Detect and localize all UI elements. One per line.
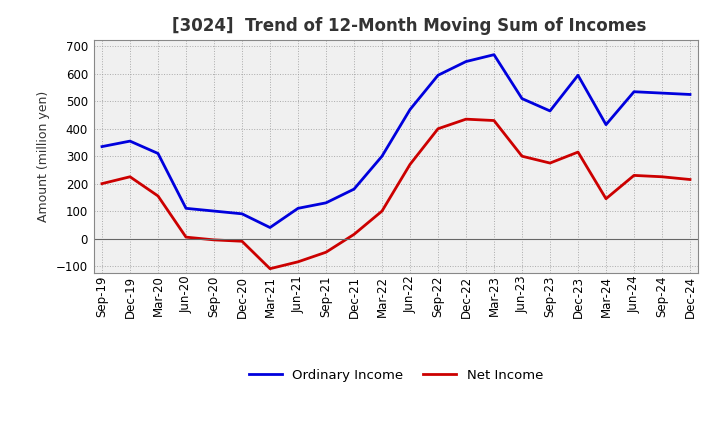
Ordinary Income xyxy=(518,96,526,101)
Net Income xyxy=(433,126,442,132)
Ordinary Income xyxy=(490,52,498,57)
Ordinary Income xyxy=(181,205,190,211)
Net Income xyxy=(490,118,498,123)
Legend: Ordinary Income, Net Income: Ordinary Income, Net Income xyxy=(243,364,549,388)
Ordinary Income xyxy=(322,200,330,205)
Net Income xyxy=(126,174,135,180)
Ordinary Income xyxy=(546,108,554,114)
Ordinary Income xyxy=(630,89,639,94)
Net Income xyxy=(266,266,274,271)
Text: [3024]  Trend of 12-Month Moving Sum of Incomes: [3024] Trend of 12-Month Moving Sum of I… xyxy=(172,17,647,35)
Net Income xyxy=(238,238,246,244)
Net Income xyxy=(630,173,639,178)
Net Income xyxy=(378,209,387,214)
Ordinary Income xyxy=(602,122,611,127)
Net Income xyxy=(602,196,611,202)
Net Income xyxy=(98,181,107,186)
Net Income xyxy=(518,154,526,159)
Net Income xyxy=(462,117,470,122)
Ordinary Income xyxy=(294,205,302,211)
Y-axis label: Amount (million yen): Amount (million yen) xyxy=(37,91,50,222)
Ordinary Income xyxy=(685,92,694,97)
Ordinary Income xyxy=(378,154,387,159)
Ordinary Income xyxy=(266,225,274,230)
Ordinary Income xyxy=(657,91,666,96)
Ordinary Income xyxy=(350,187,359,192)
Line: Net Income: Net Income xyxy=(102,119,690,269)
Net Income xyxy=(294,259,302,264)
Ordinary Income xyxy=(153,151,162,156)
Ordinary Income xyxy=(433,73,442,78)
Ordinary Income xyxy=(210,209,218,214)
Ordinary Income xyxy=(238,211,246,216)
Net Income xyxy=(153,193,162,198)
Net Income xyxy=(685,177,694,182)
Ordinary Income xyxy=(98,144,107,149)
Net Income xyxy=(181,235,190,240)
Net Income xyxy=(350,232,359,237)
Net Income xyxy=(574,150,582,155)
Ordinary Income xyxy=(574,73,582,78)
Net Income xyxy=(405,162,414,167)
Ordinary Income xyxy=(405,107,414,112)
Net Income xyxy=(322,249,330,255)
Ordinary Income xyxy=(126,139,135,144)
Line: Ordinary Income: Ordinary Income xyxy=(102,55,690,227)
Net Income xyxy=(210,237,218,242)
Net Income xyxy=(546,161,554,166)
Ordinary Income xyxy=(462,59,470,64)
Net Income xyxy=(657,174,666,180)
